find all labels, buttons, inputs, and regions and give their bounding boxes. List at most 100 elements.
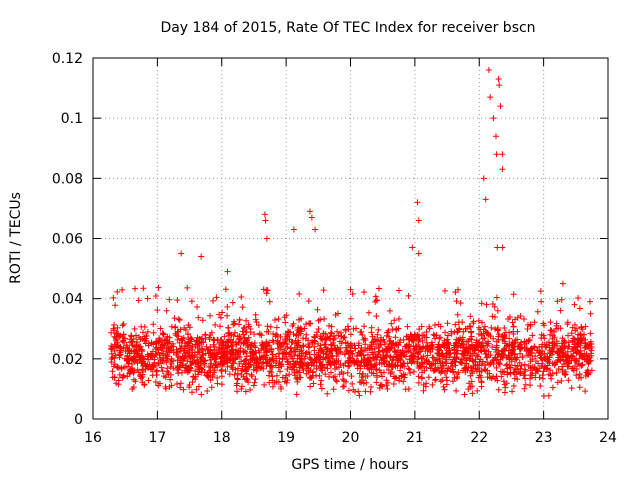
data-point bbox=[554, 298, 561, 305]
data-point bbox=[286, 364, 293, 371]
data-point bbox=[415, 217, 422, 224]
data-point bbox=[225, 339, 232, 346]
data-point bbox=[547, 350, 554, 357]
data-point bbox=[185, 364, 192, 371]
data-point bbox=[214, 380, 221, 387]
data-point bbox=[120, 321, 127, 328]
data-point bbox=[483, 354, 490, 361]
data-point bbox=[112, 343, 119, 350]
data-point bbox=[393, 374, 400, 381]
data-point bbox=[557, 325, 564, 332]
data-point bbox=[239, 367, 246, 374]
data-point bbox=[134, 339, 141, 346]
data-point bbox=[302, 350, 309, 357]
data-point bbox=[217, 314, 224, 321]
data-point bbox=[477, 347, 484, 354]
data-point bbox=[295, 324, 302, 331]
data-point bbox=[476, 372, 483, 379]
data-point bbox=[250, 351, 257, 358]
data-point bbox=[490, 335, 497, 342]
data-point bbox=[316, 372, 323, 379]
data-point bbox=[154, 307, 161, 314]
data-point bbox=[402, 371, 409, 378]
data-point bbox=[516, 342, 523, 349]
data-point bbox=[164, 352, 171, 359]
data-point bbox=[581, 331, 588, 338]
data-point bbox=[257, 356, 264, 363]
data-point bbox=[156, 360, 163, 367]
data-point bbox=[445, 364, 452, 371]
data-point bbox=[194, 357, 201, 364]
data-point bbox=[472, 359, 479, 366]
data-point bbox=[576, 371, 583, 378]
data-point bbox=[426, 323, 433, 330]
data-point bbox=[212, 321, 219, 328]
data-point bbox=[216, 340, 223, 347]
data-point bbox=[198, 354, 205, 361]
data-point bbox=[175, 366, 182, 373]
data-point bbox=[269, 337, 276, 344]
data-point bbox=[566, 343, 573, 350]
data-point bbox=[439, 362, 446, 369]
data-point bbox=[378, 357, 385, 364]
data-point bbox=[294, 352, 301, 359]
data-point bbox=[180, 386, 187, 393]
data-point bbox=[545, 371, 552, 378]
data-point bbox=[305, 298, 312, 305]
data-point bbox=[217, 356, 224, 363]
data-point bbox=[177, 380, 184, 387]
data-point bbox=[139, 353, 146, 360]
data-point bbox=[557, 307, 564, 314]
data-point bbox=[416, 326, 423, 333]
data-point bbox=[111, 321, 118, 328]
data-point bbox=[148, 365, 155, 372]
data-point bbox=[386, 361, 393, 368]
data-point bbox=[307, 320, 314, 327]
data-point bbox=[250, 362, 257, 369]
data-point bbox=[454, 328, 461, 335]
data-point bbox=[450, 342, 457, 349]
data-point bbox=[467, 324, 474, 331]
data-point bbox=[545, 339, 552, 346]
data-point bbox=[132, 285, 139, 292]
data-point bbox=[481, 323, 488, 330]
data-point bbox=[326, 357, 333, 364]
data-point bbox=[167, 376, 174, 383]
y-tick-label: 0.12 bbox=[52, 51, 83, 67]
data-point bbox=[158, 364, 165, 371]
data-point bbox=[475, 353, 482, 360]
data-point bbox=[449, 360, 456, 367]
data-point bbox=[303, 331, 310, 338]
data-point bbox=[505, 315, 512, 322]
data-point bbox=[185, 353, 192, 360]
data-point bbox=[444, 342, 451, 349]
data-point bbox=[345, 387, 352, 394]
data-point bbox=[320, 349, 327, 356]
data-point bbox=[482, 196, 489, 203]
data-point bbox=[374, 337, 381, 344]
data-point bbox=[499, 368, 506, 375]
data-point bbox=[218, 366, 225, 373]
data-point bbox=[252, 375, 259, 382]
data-point bbox=[482, 362, 489, 369]
data-point bbox=[547, 327, 554, 334]
data-point bbox=[213, 362, 220, 369]
data-point bbox=[475, 317, 482, 324]
data-point bbox=[473, 352, 480, 359]
data-point bbox=[324, 390, 331, 397]
data-point bbox=[467, 372, 474, 379]
data-point bbox=[360, 380, 367, 387]
data-point bbox=[467, 313, 474, 320]
data-point bbox=[551, 359, 558, 366]
data-point bbox=[406, 356, 413, 363]
data-point bbox=[509, 388, 516, 395]
data-point bbox=[432, 335, 439, 342]
data-point bbox=[166, 383, 173, 390]
data-point bbox=[174, 348, 181, 355]
data-point bbox=[209, 372, 216, 379]
data-point bbox=[320, 330, 327, 337]
data-point bbox=[188, 298, 195, 305]
data-point bbox=[133, 356, 140, 363]
data-point bbox=[461, 365, 468, 372]
data-point bbox=[247, 353, 254, 360]
